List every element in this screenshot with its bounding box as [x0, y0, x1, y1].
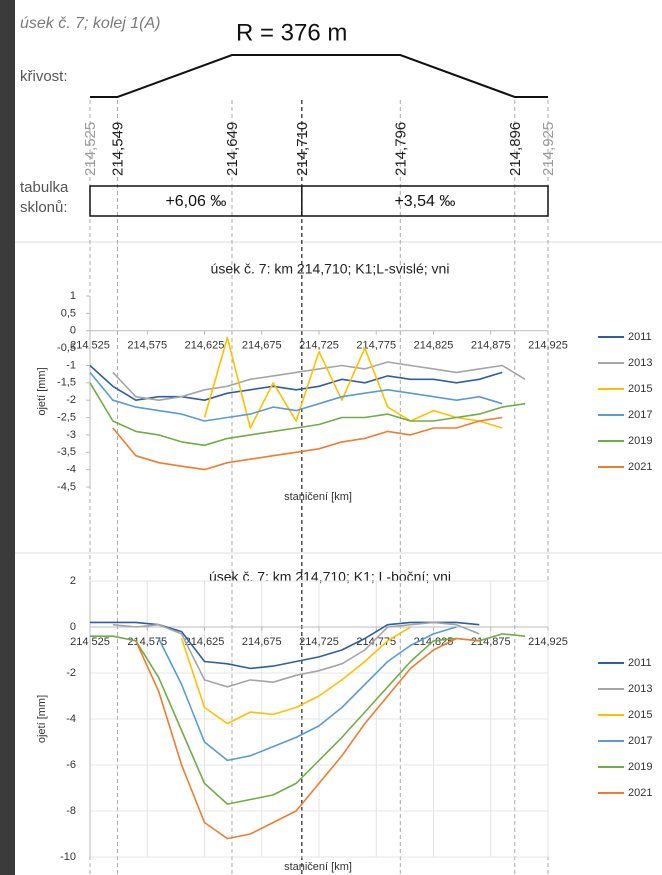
y-tick-label: -6: [66, 759, 76, 771]
x-tick-label: 214,575: [127, 340, 167, 352]
gradient-label: tabulka: [20, 179, 69, 196]
gradient-table: [89, 185, 549, 217]
y-tick-label: -10: [60, 851, 76, 863]
x-tick-label: 214,825: [414, 636, 454, 648]
y-tick-label: -3,5: [57, 446, 76, 458]
station-label: 214,710: [294, 122, 311, 176]
gradient-value: +3,54 ‰: [394, 193, 455, 210]
y-tick-label: 0: [70, 325, 76, 337]
x-tick-label: 214,925: [528, 340, 568, 352]
station-label: 214,549: [109, 122, 126, 176]
y-tick-label: -3: [66, 429, 76, 441]
legend-label: 2017: [628, 735, 652, 747]
legend-label: 2021: [628, 461, 652, 473]
y-tick-label: -2: [66, 667, 76, 679]
legend-label: 2019: [628, 435, 652, 447]
y-axis-label: ojetí [mm]: [36, 367, 48, 415]
legend-label: 2011: [628, 331, 652, 343]
legend-label: 2015: [628, 383, 652, 395]
radius: R = 376 m: [236, 19, 347, 46]
legend-label: 2011: [628, 657, 652, 669]
station-label: 214,925: [540, 122, 557, 176]
y-tick-label: 1: [70, 290, 76, 302]
series-line: [89, 371, 503, 422]
x-tick-label: 214,725: [299, 636, 339, 648]
series-line: [203, 336, 503, 429]
y-tick-label: -1,5: [57, 377, 76, 389]
series-line: [157, 626, 457, 762]
panel: [15, 0, 662, 875]
gradient-label: sklonů:: [20, 199, 68, 216]
y-tick-label: -4,5: [57, 481, 76, 493]
station-label: 214,896: [507, 122, 524, 176]
curvature-label: křivost:: [20, 68, 68, 85]
x-tick-label: 214,675: [242, 340, 282, 352]
y-axis-label: ojetí [mm]: [36, 695, 48, 743]
y-tick-label: -1: [66, 359, 76, 371]
x-tick-label: 214,925: [528, 636, 568, 648]
x-axis-label: staničení [km]: [284, 861, 352, 873]
x-tick-label: 214,775: [356, 340, 396, 352]
station-label: 214,525: [82, 122, 99, 176]
legend-label: 2021: [628, 787, 652, 799]
series-line: [112, 361, 526, 401]
station-label: 214,796: [392, 122, 409, 176]
x-tick-label: 214,825: [414, 340, 454, 352]
series-line: [112, 621, 480, 688]
station-label: 214,649: [224, 122, 241, 176]
x-axis-label: staničení [km]: [284, 491, 352, 503]
series-line: [89, 382, 526, 447]
y-tick-label: 0,5: [61, 307, 76, 319]
x-tick-label: 214,775: [356, 636, 396, 648]
legend-label: 2017: [628, 409, 652, 421]
legend-label: 2013: [628, 357, 652, 369]
y-tick-label: 2: [70, 575, 76, 587]
y-tick-label: -8: [66, 805, 76, 817]
series-line: [90, 633, 526, 805]
y-tick-label: -0,5: [57, 342, 76, 354]
y-tick-label: -2,5: [57, 411, 76, 423]
x-tick-label: 214,625: [185, 340, 225, 352]
x-tick-label: 214,725: [299, 340, 339, 352]
x-tick-label: 214,875: [471, 340, 511, 352]
legend-label: 2013: [628, 683, 652, 695]
y-tick-label: -2: [66, 394, 76, 406]
chart-title: úsek č. 7: km 214,710; K1; L-boční; vni: [209, 569, 451, 585]
legend-label: 2019: [628, 761, 652, 773]
series-line: [135, 637, 480, 840]
y-tick-label: -4: [66, 713, 76, 725]
y-tick-label: 0: [70, 621, 76, 633]
x-tick-label: 214,875: [471, 636, 511, 648]
curvature-line: [90, 54, 548, 98]
x-tick-label: 214,625: [185, 636, 225, 648]
series-line: [112, 416, 503, 471]
x-tick-label: 214,675: [242, 636, 282, 648]
legend-label: 2015: [628, 709, 652, 721]
section-title: úsek č. 7; kolej 1(A): [20, 15, 161, 32]
y-tick-label: -4: [66, 464, 76, 476]
series-line: [180, 626, 412, 725]
gradient-value: +6,06 ‰: [165, 193, 226, 210]
chart-title: úsek č. 7: km 214,710; K1;L-svislé; vni: [211, 261, 450, 277]
series-line: [89, 364, 503, 401]
